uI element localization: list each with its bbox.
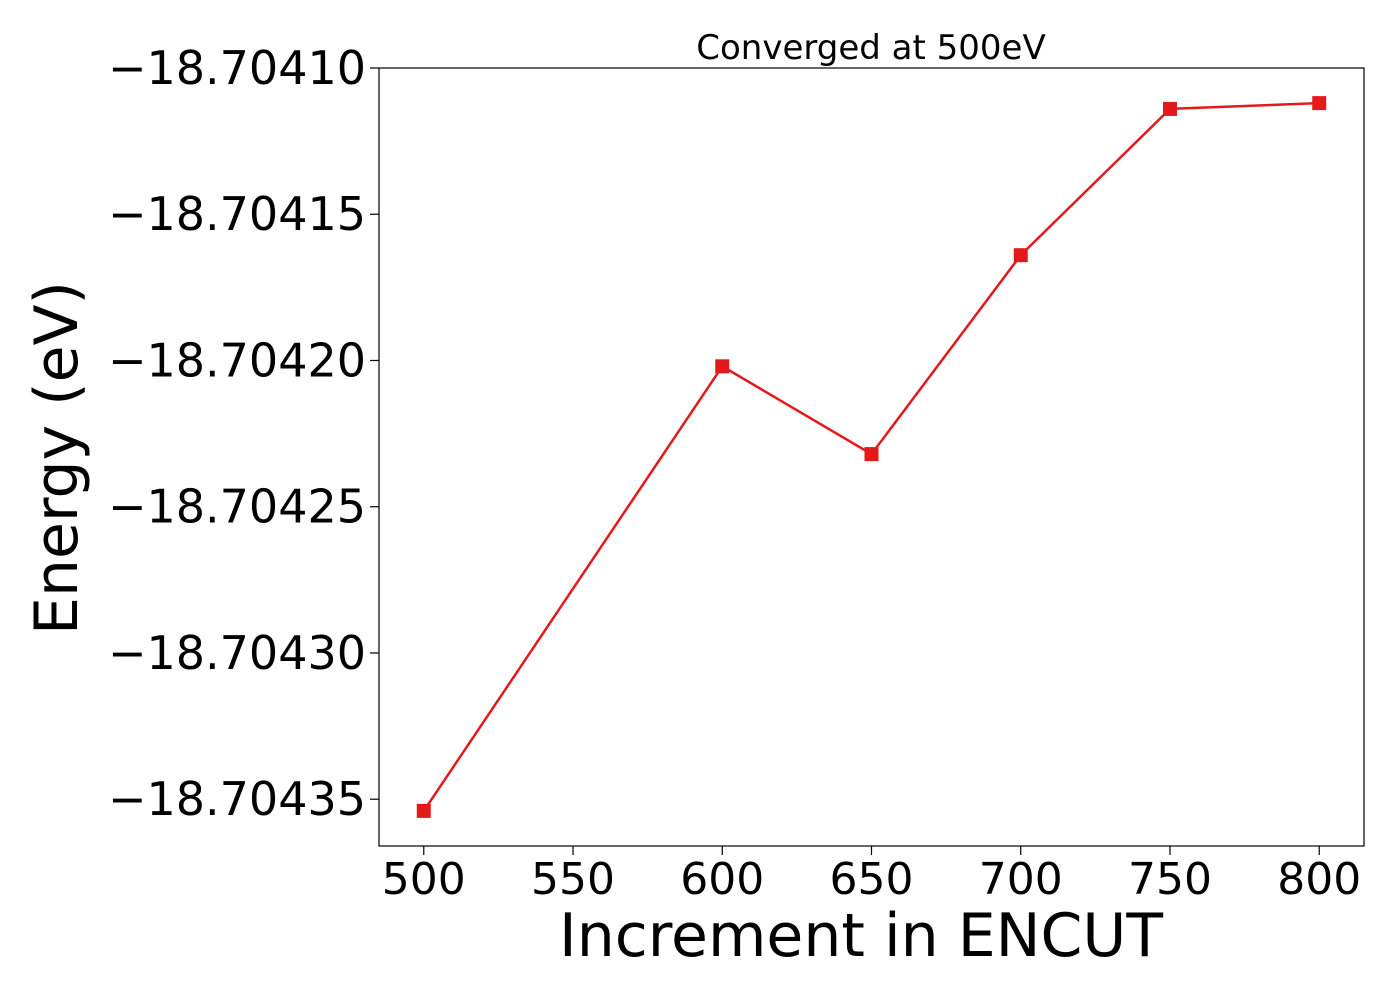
x-tick-label: 550 <box>531 854 615 905</box>
y-tick-label: −18.70425 <box>108 480 366 534</box>
y-tick-label: −18.70420 <box>108 333 366 387</box>
y-tick-label: −18.70415 <box>108 187 366 241</box>
data-point-marker <box>1013 248 1028 263</box>
x-tick-label: 500 <box>382 854 466 905</box>
x-tick-label: 700 <box>979 854 1063 905</box>
x-tick-label: 600 <box>680 854 764 905</box>
y-axis-ticks: −18.70410 −18.70415 −18.70420 −18.70425 −18.… <box>108 41 379 826</box>
y-tick-label: −18.70430 <box>108 626 366 680</box>
series-layer <box>416 96 1327 818</box>
data-point-marker <box>1162 101 1177 116</box>
x-tick-label: 750 <box>1128 854 1212 905</box>
x-tick-label: 800 <box>1277 854 1361 905</box>
data-point-marker <box>416 803 431 818</box>
y-tick-label: −18.70410 <box>108 41 366 95</box>
x-axis-label: Increment in ENCUT <box>559 901 1163 971</box>
x-axis-ticks: 500 550 600 650 700 750 800 <box>382 846 1361 905</box>
series-line <box>422 101 1320 812</box>
chart-title: Converged at 500eV <box>696 28 1045 68</box>
data-point-marker <box>1312 96 1327 111</box>
data-point-marker <box>715 359 730 374</box>
x-tick-label: 650 <box>830 854 914 905</box>
y-tick-label: −18.70435 <box>108 772 366 826</box>
y-axis-label: Energy (eV) <box>22 281 92 635</box>
data-point-marker <box>864 447 879 462</box>
